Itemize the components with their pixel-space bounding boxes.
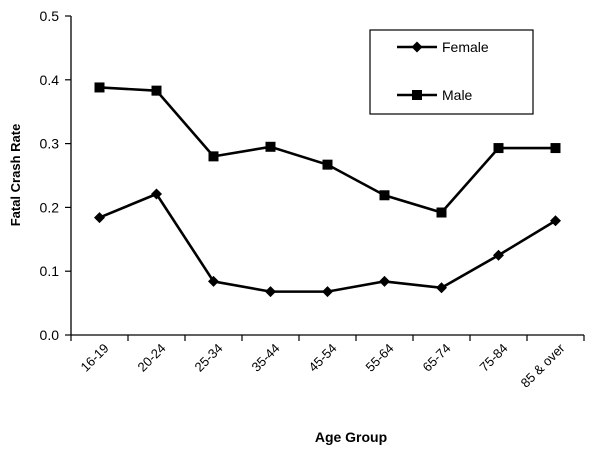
data-point-male [493,143,504,154]
y-tick-label: 0.2 [40,199,60,215]
series-layer [94,82,561,298]
data-point-female [550,215,561,227]
y-tick-label: 0.5 [40,8,60,24]
data-point-male [436,207,447,218]
data-point-male [151,85,162,96]
data-point-female [322,286,333,298]
legend-label-female: Female [442,39,489,55]
legend-item-female: Female [397,39,489,55]
data-point-female [208,275,219,287]
y-tick-label: 0.3 [40,136,60,152]
data-point-male [322,159,333,170]
series-line-female [99,192,557,293]
y-axis-title: Fatal Crash Rate [8,124,23,227]
data-point-female [493,249,504,261]
data-point-male [208,151,219,162]
x-tick-label: 65-74 [420,341,454,375]
series-male [94,82,561,218]
data-point-male [94,82,105,93]
x-tick-label: 16-19 [78,341,112,375]
data-point-male [379,190,390,201]
x-tick-label: 45-54 [306,341,340,375]
y-tick-label: 0.1 [40,263,60,279]
legend-label-male: Male [442,87,473,103]
legend: Female Male [369,29,534,115]
x-tick-label: 55-64 [363,341,397,375]
data-point-female [265,286,276,298]
x-tick-label: 75-84 [477,341,511,375]
x-tick-label: 25-34 [192,341,226,375]
x-tick-label: 20-24 [135,341,169,375]
x-axis-title: Age Group [315,429,387,445]
legend-box [369,29,534,115]
y-tick-label: 0.4 [40,72,60,88]
data-point-female [436,282,447,294]
y-tick-label: 0.0 [40,327,60,343]
data-point-female [94,212,105,224]
legend-marker-male [412,90,422,100]
data-point-male [550,143,561,154]
x-tick-label: 35-44 [249,341,283,375]
data-point-female [151,188,162,200]
data-point-female [379,275,390,287]
series-female [94,188,561,298]
legend-item-male: Male [397,87,473,103]
data-point-male [265,141,276,152]
legend-marker-female [411,41,423,53]
x-tick-label: 85 & over [518,340,568,390]
